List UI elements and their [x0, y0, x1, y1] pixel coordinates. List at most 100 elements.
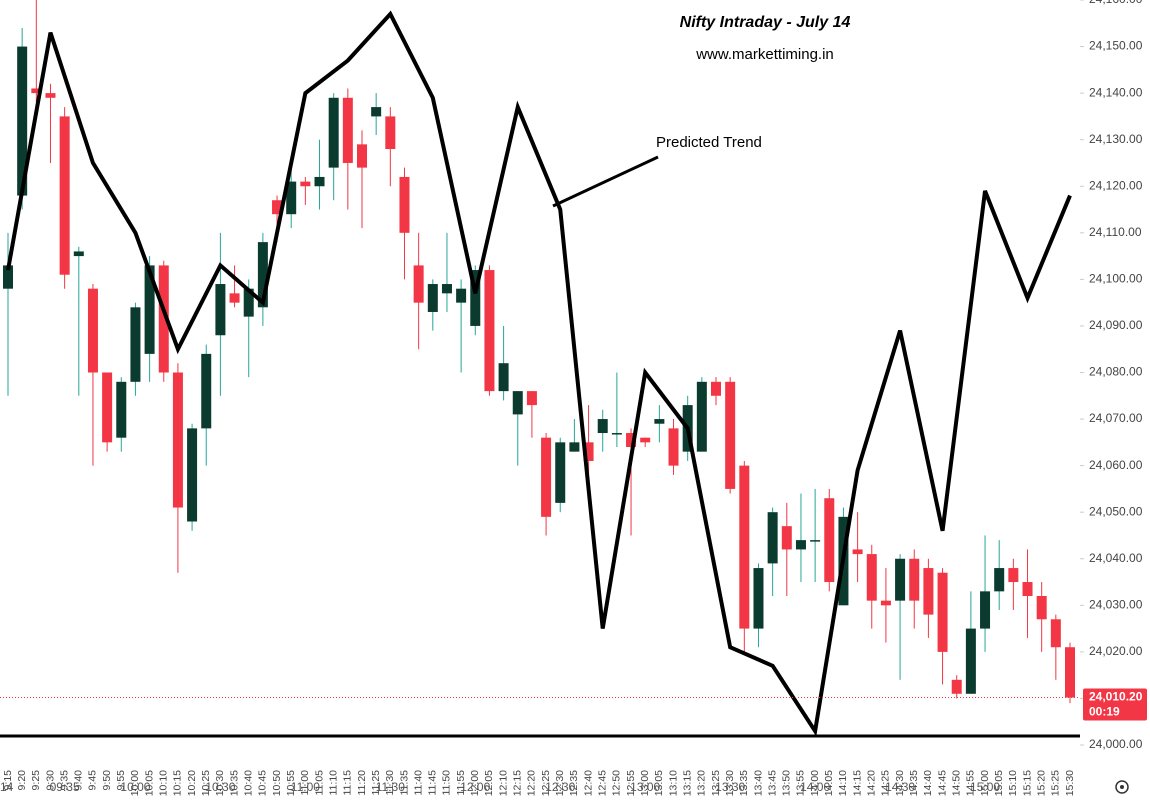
y-tick-label: 24,140.00	[1089, 85, 1143, 99]
candle-body	[994, 568, 1005, 592]
x-major-label: 11:00	[291, 780, 320, 794]
x-tick-label: 13:00	[639, 770, 651, 796]
x-tick-label: 13:15	[681, 770, 693, 796]
y-tick-label: 24,070.00	[1089, 411, 1143, 425]
candle-body	[626, 433, 637, 447]
candle-body	[257, 242, 268, 308]
x-tick-label: 12:15	[512, 770, 524, 796]
candle-body	[158, 265, 169, 373]
candle-body	[696, 381, 707, 452]
candle-body	[45, 93, 56, 98]
candle-body	[172, 372, 183, 508]
x-tick-label: 10:25	[200, 770, 212, 796]
x-tick-label: 13:45	[766, 770, 778, 796]
candle-body	[880, 600, 891, 606]
candle-body	[427, 284, 438, 312]
candle-body	[965, 628, 976, 694]
candle-body	[328, 97, 339, 168]
candle-body	[654, 419, 665, 424]
candle-body	[597, 419, 608, 434]
candle-body	[866, 554, 877, 601]
settings-icon-dot	[1120, 785, 1124, 789]
candle-body	[1008, 568, 1019, 583]
candle-body	[1065, 647, 1075, 698]
x-tick-label: 10:45	[257, 770, 269, 796]
y-tick-label: 24,050.00	[1089, 504, 1143, 518]
candle-body	[640, 437, 651, 443]
candle-body	[555, 442, 566, 503]
x-tick-label: 11:30	[384, 770, 396, 796]
countdown: 00:19	[1089, 705, 1120, 719]
x-tick-label: 11:05	[313, 770, 325, 796]
x-tick-label: 10:40	[243, 770, 255, 796]
y-tick-label: 24,100.00	[1089, 272, 1143, 286]
x-tick-label: 14:05	[823, 770, 835, 796]
x-tick-label: 9:15	[2, 770, 14, 791]
x-tick-label: 14:30	[894, 770, 906, 796]
x-tick-label: 12:00	[469, 770, 481, 796]
price-label: 24,010.20	[1089, 690, 1143, 704]
x-tick-label: 9:55	[115, 770, 127, 791]
x-tick-label: 12:10	[497, 770, 509, 796]
candle-body	[852, 549, 863, 555]
x-tick-label: 12:25	[540, 770, 552, 796]
candle-body	[668, 428, 679, 466]
candle-body	[739, 465, 750, 629]
x-tick-label: 13:05	[653, 770, 665, 796]
x-tick-label: 11:35	[398, 770, 410, 796]
x-tick-label: 9:35	[58, 770, 70, 791]
x-tick-label: 11:55	[455, 770, 467, 796]
candle-body	[385, 116, 396, 149]
chart-title: Nifty Intraday - July 14	[680, 14, 851, 31]
candle-body	[980, 591, 991, 629]
candle-body	[286, 181, 297, 215]
candle-body	[3, 265, 13, 289]
candle-body	[583, 442, 594, 461]
candle-body	[498, 363, 509, 392]
candle-body	[810, 540, 821, 542]
y-tick-label: 24,000.00	[1089, 737, 1143, 751]
candle-body	[243, 288, 254, 317]
candle-body	[541, 437, 552, 517]
x-tick-label: 10:20	[186, 770, 198, 796]
x-tick-label: 14:20	[866, 770, 878, 796]
candle-body	[795, 540, 806, 550]
candle-body	[371, 107, 382, 117]
x-tick-label: 9:40	[73, 770, 85, 791]
x-tick-label: 11:00	[299, 770, 311, 796]
x-tick-label: 13:50	[781, 770, 793, 796]
x-tick-label: 13:35	[738, 770, 750, 796]
y-tick-label: 24,080.00	[1089, 365, 1143, 379]
x-tick-label: 10:05	[143, 770, 155, 796]
x-tick-label: 10:30	[214, 770, 226, 796]
x-tick-label: 14:00	[809, 770, 821, 796]
candle-body	[781, 526, 792, 550]
candle-body	[725, 381, 736, 489]
date-label: 14	[0, 780, 14, 794]
x-tick-label: 15:15	[1021, 770, 1033, 796]
x-major-label: 13:00	[630, 780, 660, 794]
candle-body	[342, 97, 353, 163]
candle-body	[441, 284, 452, 294]
candle-body	[484, 270, 495, 392]
x-tick-label: 10:35	[228, 770, 240, 796]
candle-body	[357, 144, 367, 168]
candle-body	[895, 558, 906, 601]
x-tick-label: 11:15	[342, 770, 354, 796]
x-tick-label: 15:00	[979, 770, 991, 796]
x-tick-label: 12:50	[611, 770, 623, 796]
settings-icon[interactable]	[1115, 780, 1129, 794]
candle-body	[456, 288, 467, 303]
x-tick-label: 14:55	[965, 770, 977, 796]
x-major-label: 12:00	[460, 780, 490, 794]
candle-body	[470, 270, 481, 326]
candle-body	[824, 498, 835, 583]
y-tick-label: 24,120.00	[1089, 178, 1143, 192]
x-tick-label: 13:10	[667, 770, 679, 796]
x-tick-label: 13:55	[795, 770, 807, 796]
candle-body	[73, 251, 84, 257]
x-tick-label: 9:30	[44, 770, 56, 791]
x-tick-label: 14:10	[837, 770, 849, 796]
